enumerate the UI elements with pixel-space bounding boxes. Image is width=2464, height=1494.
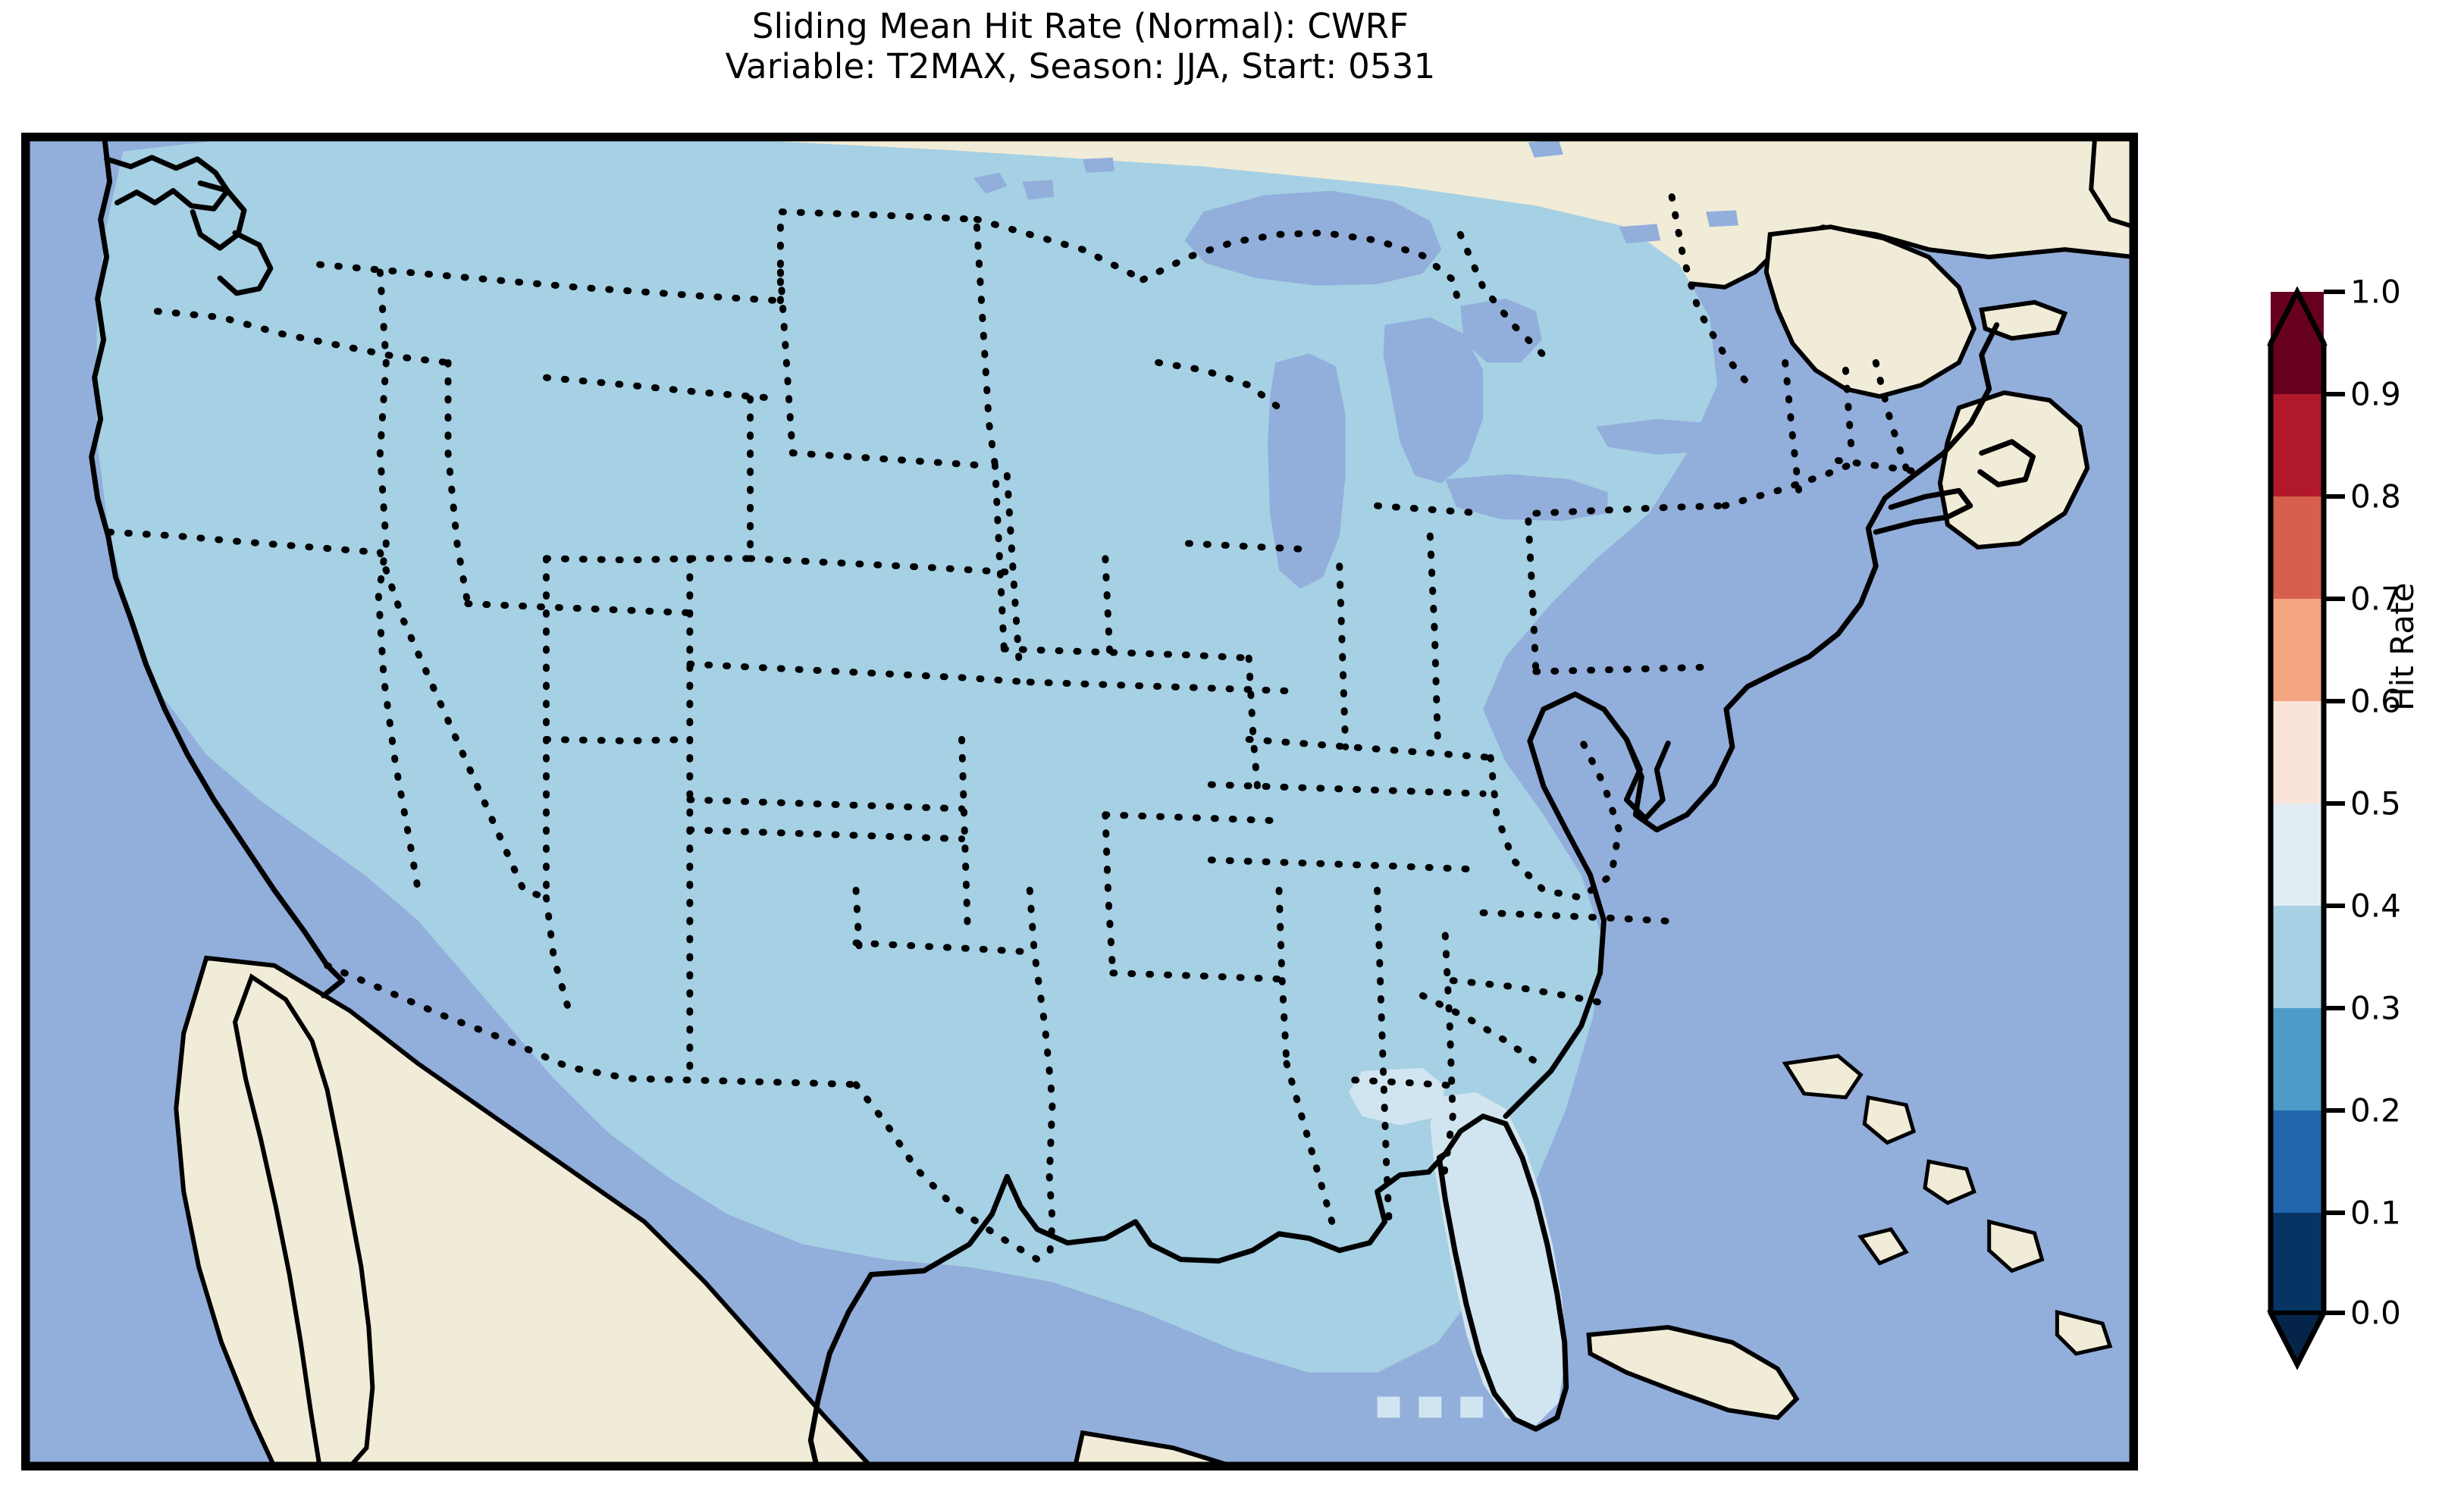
- colorbar-tick-label-0.6: 0.6: [2350, 682, 2401, 720]
- colorbar-tick-label-0.2: 0.2: [2350, 1092, 2401, 1129]
- colorbar[interactable]: 1.0 0.9 0.8 0.7 0.6 0.5 0.4 0.3 0.2 0.1 …: [2267, 241, 2464, 1378]
- band-0.4-0.5: [2271, 803, 2324, 906]
- coastline-layer: [89, 136, 2036, 1467]
- colorbar-bands: [2271, 292, 2324, 1313]
- colorbar-tick-label-0.0: 0.0: [2350, 1294, 2401, 1332]
- band-0.3-0.4: [2271, 906, 2324, 1008]
- colorbar-tick-label-0.3: 0.3: [2350, 989, 2401, 1027]
- colorbar-axis-label: Hit Rate: [2384, 582, 2421, 711]
- colorbar-tick-label-0.5: 0.5: [2350, 785, 2401, 822]
- colorbar-ticks: [2324, 290, 2345, 1315]
- band-0.9-1.0: [2271, 292, 2324, 394]
- great-lakes-layer: [973, 139, 1738, 589]
- page-title: Sliding Mean Hit Rate (Normal): CWRF Var…: [0, 6, 2161, 86]
- colorbar-tick-label-0.7: 0.7: [2350, 580, 2401, 618]
- band-0.2-0.3: [2271, 1008, 2324, 1110]
- colorbar-swatches[interactable]: [2267, 241, 2464, 1378]
- colorbar-tick-label-0.9: 0.9: [2350, 375, 2401, 413]
- band-0.1-0.2: [2271, 1110, 2324, 1213]
- map-panel[interactable]: [21, 133, 2138, 1471]
- map-frame: [25, 136, 2134, 1467]
- title-line-1: Sliding Mean Hit Rate (Normal): CWRF: [751, 6, 1409, 46]
- band-0.5-0.6: [2271, 701, 2324, 803]
- state-border-layer: [106, 193, 1917, 1264]
- colorbar-tick-label-0.1: 0.1: [2350, 1194, 2401, 1232]
- colorbar-under-arrow: [2267, 1311, 2328, 1370]
- colorbar-tick-label-1.0: 1.0: [2350, 273, 2401, 311]
- map-canvas[interactable]: [25, 136, 2134, 1467]
- land-no-data-layer: [96, 136, 2134, 1467]
- colorbar-tick-label-0.4: 0.4: [2350, 887, 2401, 925]
- band-0.8-0.9: [2271, 394, 2324, 496]
- band-0.6-0.7: [2271, 599, 2324, 701]
- title-line-2: Variable: T2MAX, Season: JJA, Start: 053…: [725, 46, 1436, 87]
- band-0.0-0.1: [2271, 1213, 2324, 1313]
- colorbar-tick-label-0.8: 0.8: [2350, 478, 2401, 515]
- band-0.7-0.8: [2271, 496, 2324, 599]
